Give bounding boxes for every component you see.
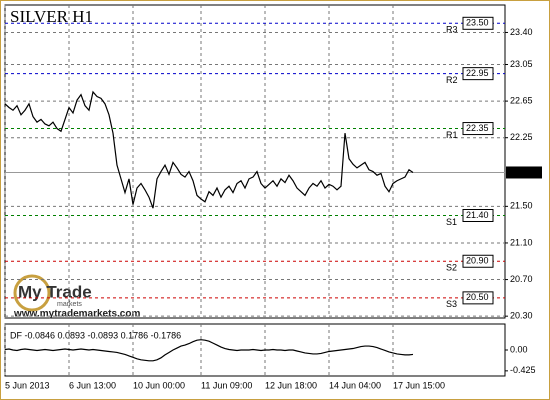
x-tick-label: 6 Jun 13:00 — [69, 380, 116, 390]
x-tick-label: 14 Jun 04:00 — [329, 380, 381, 390]
last-price-label: 21.87 — [510, 167, 533, 177]
level-box — [462, 16, 494, 30]
y-tick-label: 20.30 — [510, 311, 533, 321]
last-price-box — [506, 166, 542, 179]
logo: My Trade — [18, 282, 92, 301]
brand-url: www.mytrademarkets.com — [13, 309, 140, 320]
y-tick-label: 22.25 — [510, 132, 533, 142]
level-name: R3 — [446, 25, 458, 35]
x-tick-label: 17 Jun 15:00 — [393, 380, 445, 390]
x-tick-label: 10 Jun 00:00 — [133, 380, 185, 390]
y-tick-label: 23.05 — [510, 59, 533, 69]
price-line — [4, 339, 414, 362]
level-name: R2 — [446, 75, 458, 85]
y-tick-label: 20.70 — [510, 274, 533, 284]
y-tick-label: 0.00 — [510, 344, 528, 354]
logo-sub: markets — [57, 301, 82, 308]
logo-ring — [13, 274, 51, 312]
y-tick-label: 23.40 — [510, 27, 533, 37]
level-value: 21.40 — [466, 210, 489, 220]
level-name: S1 — [446, 217, 457, 227]
level-name: S2 — [446, 263, 457, 273]
y-tick-label: 22.65 — [510, 95, 533, 105]
level-box — [462, 122, 494, 136]
level-box — [462, 67, 494, 81]
level-name: S3 — [446, 299, 457, 309]
chart-title: SILVER H1 — [10, 7, 93, 26]
level-value: 23.50 — [466, 18, 489, 28]
level-name: R1 — [446, 130, 458, 140]
x-tick-label: 11 Jun 09:00 — [201, 380, 252, 390]
level-value: 20.50 — [466, 292, 489, 302]
y-tick-label: 21.50 — [510, 201, 533, 211]
level-value: 20.90 — [466, 256, 489, 266]
y-tick-label: 21.10 — [510, 237, 533, 247]
indicator-title: DF -0.0846 0.0893 -0.0893 0.1786 -0.1786 — [10, 330, 181, 340]
level-value: 22.95 — [466, 68, 489, 78]
level-box — [462, 254, 494, 268]
level-value: 22.35 — [466, 123, 489, 133]
x-tick-label: 5 Jun 2013 — [5, 380, 50, 390]
level-box — [462, 208, 494, 222]
y-tick-label: -0.425 — [510, 365, 536, 375]
level-box — [462, 291, 494, 305]
price-line — [4, 90, 414, 209]
x-tick-label: 12 Jun 18:00 — [265, 380, 317, 390]
brand: My Trade markets www.mytrademarkets.com — [13, 274, 140, 320]
